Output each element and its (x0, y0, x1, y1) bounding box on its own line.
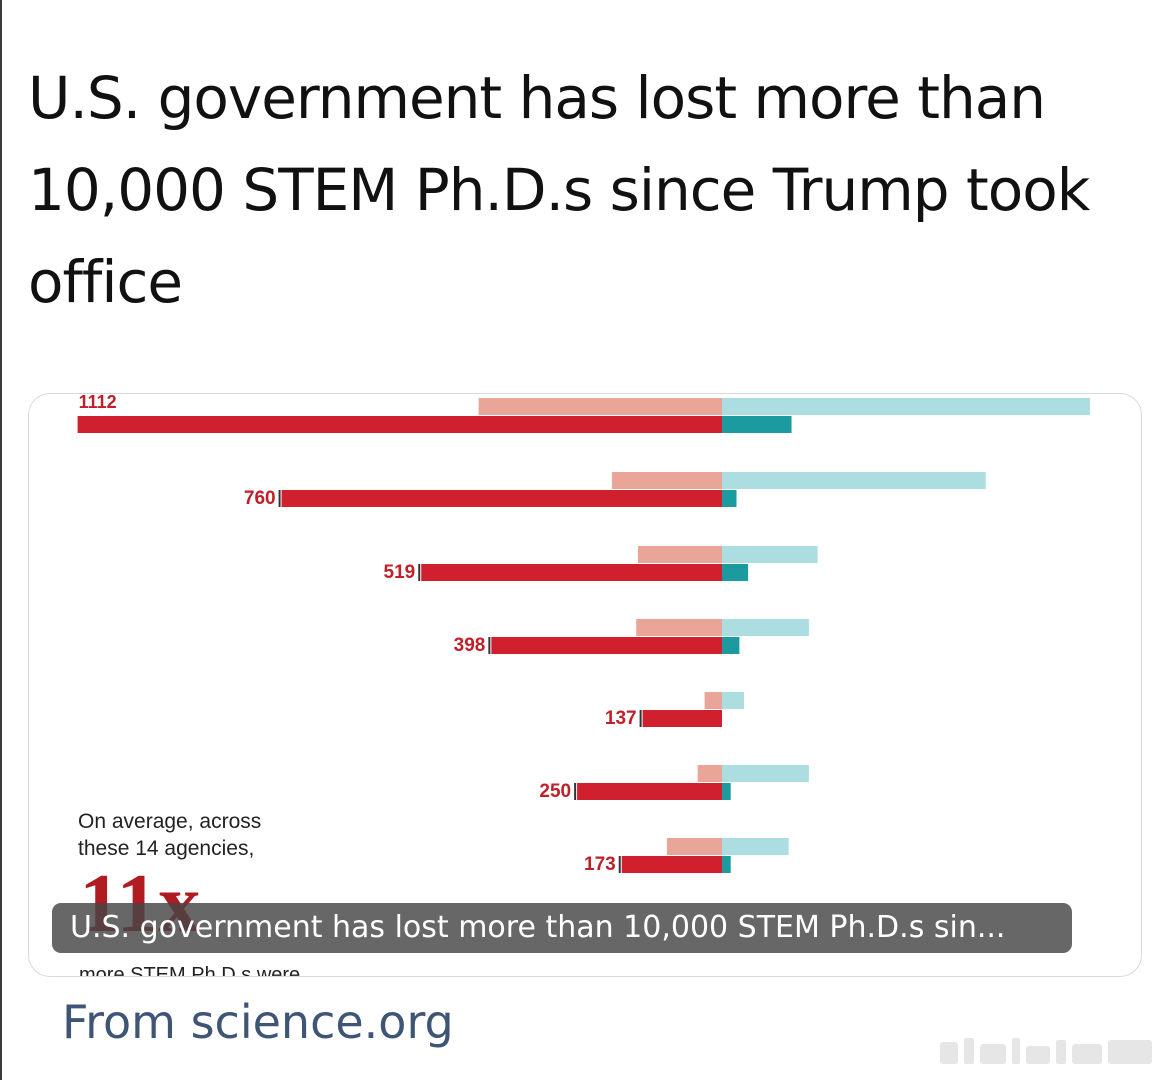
value-label-tick (418, 564, 421, 581)
value-label: 760 (244, 488, 276, 509)
bar-hired (722, 416, 792, 433)
value-label-tick (488, 637, 491, 654)
value-label: 137 (605, 708, 637, 729)
source-link[interactable]: From science.org (62, 995, 454, 1049)
bar-hired (722, 490, 737, 507)
alt-text-caption[interactable]: U.S. government has lost more than 10,00… (52, 903, 1072, 953)
bar-departed (621, 856, 722, 873)
value-label: 173 (584, 854, 616, 875)
bar-departed-light (636, 619, 722, 636)
bar-departed (642, 710, 722, 727)
bar-hired-light (722, 472, 986, 489)
bar-hired (722, 856, 731, 873)
bar-hired-light (722, 765, 809, 782)
value-label-tick (278, 490, 281, 507)
value-label: 398 (454, 635, 486, 656)
bar-departed-light (666, 838, 722, 855)
bar-departed-light (611, 472, 722, 489)
bar-departed (577, 783, 722, 800)
value-label: 250 (539, 781, 571, 802)
bar-hired (722, 564, 749, 581)
value-label: 519 (384, 562, 416, 583)
bar-hired-light (722, 398, 1090, 415)
bar-hired (722, 783, 731, 800)
bar-hired-light (722, 619, 809, 636)
bar-departed (491, 637, 722, 654)
bar-departed-light (637, 546, 722, 563)
chart-note-line1: On average, across (78, 810, 262, 833)
chart-note-cutoff: more STEM Ph.D.s were (79, 964, 301, 977)
left-border (0, 0, 2, 1080)
bar-hired-light (722, 546, 818, 563)
bar-departed-light (478, 398, 722, 415)
bar-hired (722, 637, 740, 654)
value-label-tick (574, 783, 577, 800)
bar-hired-light (722, 692, 745, 709)
bar-departed-light (697, 765, 722, 782)
watermark-icon (940, 1038, 1152, 1064)
bar-departed (281, 490, 722, 507)
bar-departed (421, 564, 722, 581)
chart-note-line2: these 14 agencies, (78, 837, 255, 860)
post-headline: U.S. government has lost more than 10,00… (28, 64, 1090, 316)
image-card[interactable]: 1112 760 519 398 137 250 173 On average, acros… (28, 393, 1142, 977)
bar-departed-light (704, 692, 722, 709)
value-label-tick (618, 856, 621, 873)
agency-phd-chart: 1112 760 519 398 137 250 173 (77, 394, 1090, 875)
bar-hired-light (722, 838, 789, 855)
chart-note: On average, across these 14 agencies, (78, 808, 338, 862)
value-label: 1112 (79, 394, 117, 412)
bar-departed (77, 416, 722, 433)
value-label-tick (639, 710, 642, 727)
